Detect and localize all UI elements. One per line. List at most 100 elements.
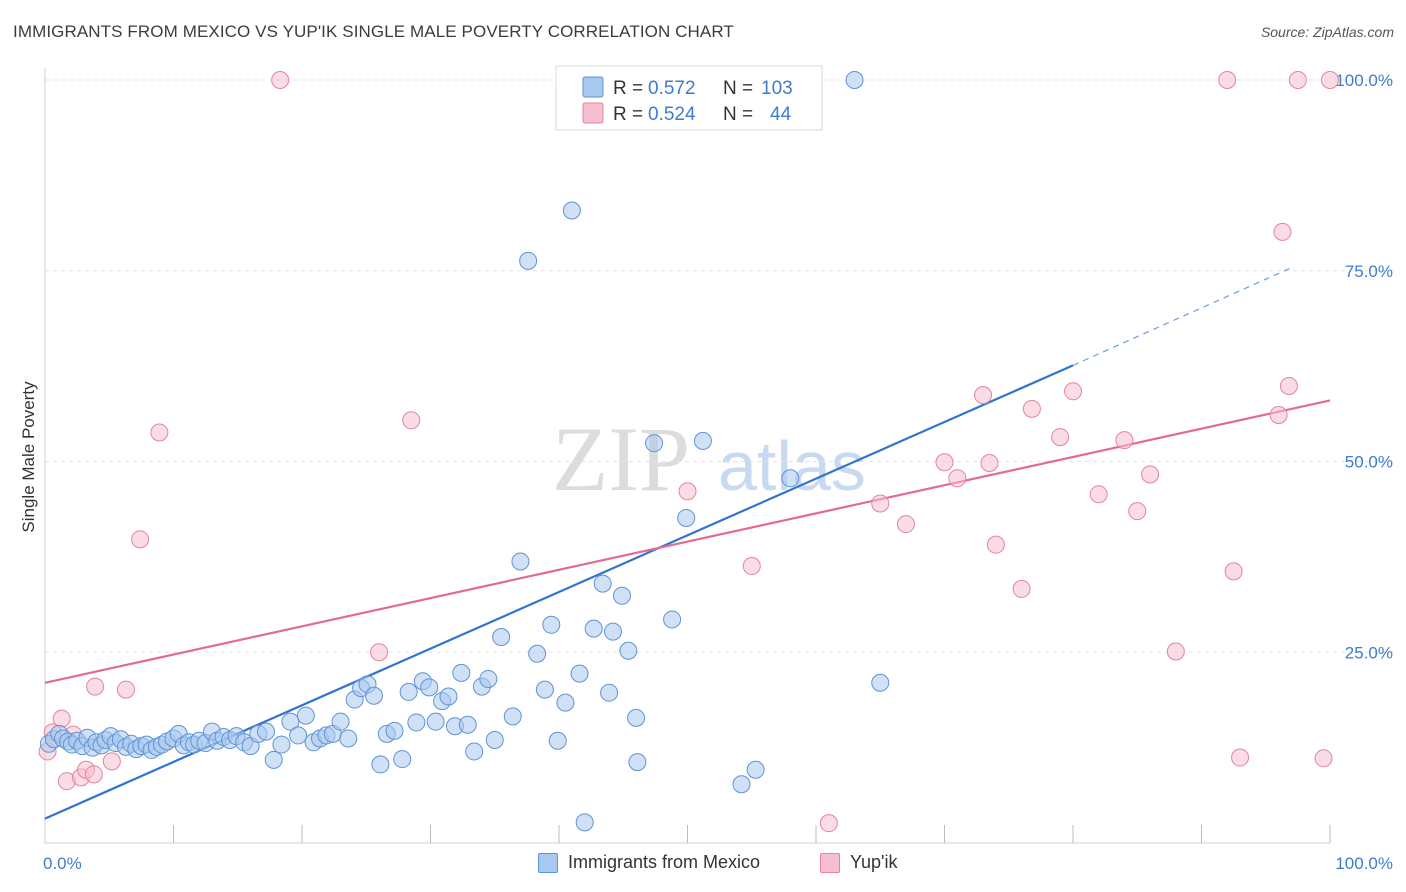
- data-point-mexico: [331, 712, 350, 731]
- data-point-yupik: [1279, 376, 1298, 395]
- data-point-mexico: [385, 721, 404, 740]
- data-point-yupik: [1128, 502, 1147, 521]
- data-point-mexico: [426, 712, 445, 731]
- data-point-mexico: [399, 682, 418, 701]
- chart-title: IMMIGRANTS FROM MEXICO VS YUP'IK SINGLE …: [13, 22, 734, 41]
- data-point-mexico: [627, 708, 646, 727]
- data-point-yupik: [871, 494, 890, 513]
- data-point-yupik: [974, 386, 993, 405]
- data-point-yupik: [86, 677, 105, 696]
- watermark: ZIP atlas: [552, 408, 866, 510]
- stats-n-value-mexico: 103: [761, 78, 793, 99]
- watermark-zip: ZIP: [552, 408, 690, 510]
- data-point-mexico: [339, 729, 358, 748]
- data-point-mexico: [364, 686, 383, 705]
- data-point-mexico: [458, 715, 477, 734]
- watermark-atlas: atlas: [718, 427, 866, 505]
- stats-n-label-mexico: N =: [723, 78, 753, 99]
- data-point-yupik: [1288, 71, 1307, 89]
- data-point-mexico: [420, 678, 439, 697]
- data-point-mexico: [485, 730, 504, 749]
- data-point-yupik: [896, 515, 915, 534]
- stats-legend-swatch-mexico: [582, 76, 604, 98]
- legend-item-yupik[interactable]: Yup'ik: [820, 852, 897, 873]
- data-point-mexico: [845, 71, 864, 89]
- data-point-yupik: [819, 814, 838, 833]
- x-ticks: [173, 825, 1331, 843]
- stats-n-label-yupik: N =: [723, 104, 753, 125]
- data-point-yupik: [1012, 579, 1031, 598]
- data-point-yupik: [948, 469, 967, 488]
- y-tick-label: 75.0%: [1345, 262, 1393, 281]
- data-point-mexico: [645, 434, 664, 453]
- data-point-yupik: [271, 71, 290, 89]
- data-point-mexico: [407, 713, 426, 732]
- data-point-mexico: [612, 586, 631, 605]
- points-mexico: [39, 71, 890, 832]
- data-point-mexico: [272, 735, 291, 754]
- data-point-yupik: [102, 752, 121, 771]
- stats-n-value-yupik: 44: [770, 104, 792, 125]
- data-point-mexico: [296, 706, 315, 725]
- data-point-mexico: [663, 610, 682, 629]
- data-point-yupik: [1051, 428, 1070, 447]
- x-tick-label: 100.0%: [1335, 854, 1393, 873]
- data-point-yupik: [52, 709, 71, 728]
- legend-item-mexico[interactable]: Immigrants from Mexico: [538, 852, 760, 873]
- trend-line-yupik-solid: [44, 399, 1331, 684]
- data-point-yupik: [1224, 562, 1243, 581]
- legend-label-yupik: Yup'ik: [850, 852, 898, 872]
- gridlines: [45, 79, 1394, 653]
- y-axis-title: Single Male Poverty: [19, 381, 38, 533]
- data-point-yupik: [1115, 431, 1134, 450]
- data-point-mexico: [503, 707, 522, 726]
- legend-swatch-mexico: [538, 852, 558, 873]
- data-point-yupik: [980, 454, 999, 473]
- data-point-mexico: [492, 627, 511, 646]
- data-point-yupik: [678, 482, 697, 501]
- data-point-yupik: [1064, 382, 1082, 401]
- legend-swatch-yupik: [820, 852, 840, 873]
- stats-legend: R = 0.572 N = 103 R = 0.524 N = 44: [555, 65, 823, 131]
- data-point-mexico: [562, 201, 581, 220]
- data-point-yupik: [1321, 71, 1339, 89]
- data-point-yupik: [84, 765, 103, 784]
- data-point-yupik: [116, 680, 135, 699]
- data-point-mexico: [871, 673, 890, 692]
- data-point-mexico: [479, 669, 498, 688]
- trend-line-mexico-dashed: [1072, 267, 1292, 366]
- data-point-mexico: [693, 431, 712, 450]
- trend-line-yupik: [44, 399, 1331, 684]
- data-point-yupik: [131, 530, 150, 549]
- data-point-mexico: [264, 750, 283, 769]
- y-tick-labels: 25.0% 50.0% 75.0% 100.0%: [1335, 71, 1393, 662]
- data-point-mexico: [677, 508, 696, 527]
- data-point-yupik: [1089, 485, 1108, 504]
- data-point-mexico: [732, 775, 751, 794]
- x-tick-labels: 0.0% 100.0%: [43, 854, 1393, 873]
- y-tick-label: 50.0%: [1345, 453, 1393, 472]
- data-point-mexico: [584, 619, 603, 638]
- data-point-yupik: [1166, 642, 1185, 661]
- data-point-mexico: [371, 755, 390, 774]
- data-point-mexico: [600, 683, 619, 702]
- data-point-mexico: [556, 693, 575, 712]
- data-point-mexico: [619, 641, 638, 660]
- data-point-mexico: [393, 750, 412, 769]
- data-point-mexico: [519, 251, 538, 270]
- data-point-mexico: [628, 753, 647, 772]
- y-tick-label: 100.0%: [1335, 71, 1393, 90]
- x-tick-label: 0.0%: [43, 854, 82, 873]
- data-point-mexico: [257, 722, 276, 741]
- data-point-yupik: [1314, 749, 1333, 768]
- stats-legend-swatch-yupik: [582, 102, 604, 124]
- data-point-mexico: [548, 731, 567, 750]
- data-point-yupik: [150, 423, 169, 442]
- data-point-yupik: [1273, 222, 1292, 241]
- data-point-mexico: [281, 712, 300, 731]
- stats-r-value-yupik: 0.524: [648, 104, 696, 125]
- stats-r-label-mexico: R =: [613, 78, 643, 99]
- data-point-yupik: [986, 535, 1005, 554]
- legend-label-mexico: Immigrants from Mexico: [568, 852, 761, 872]
